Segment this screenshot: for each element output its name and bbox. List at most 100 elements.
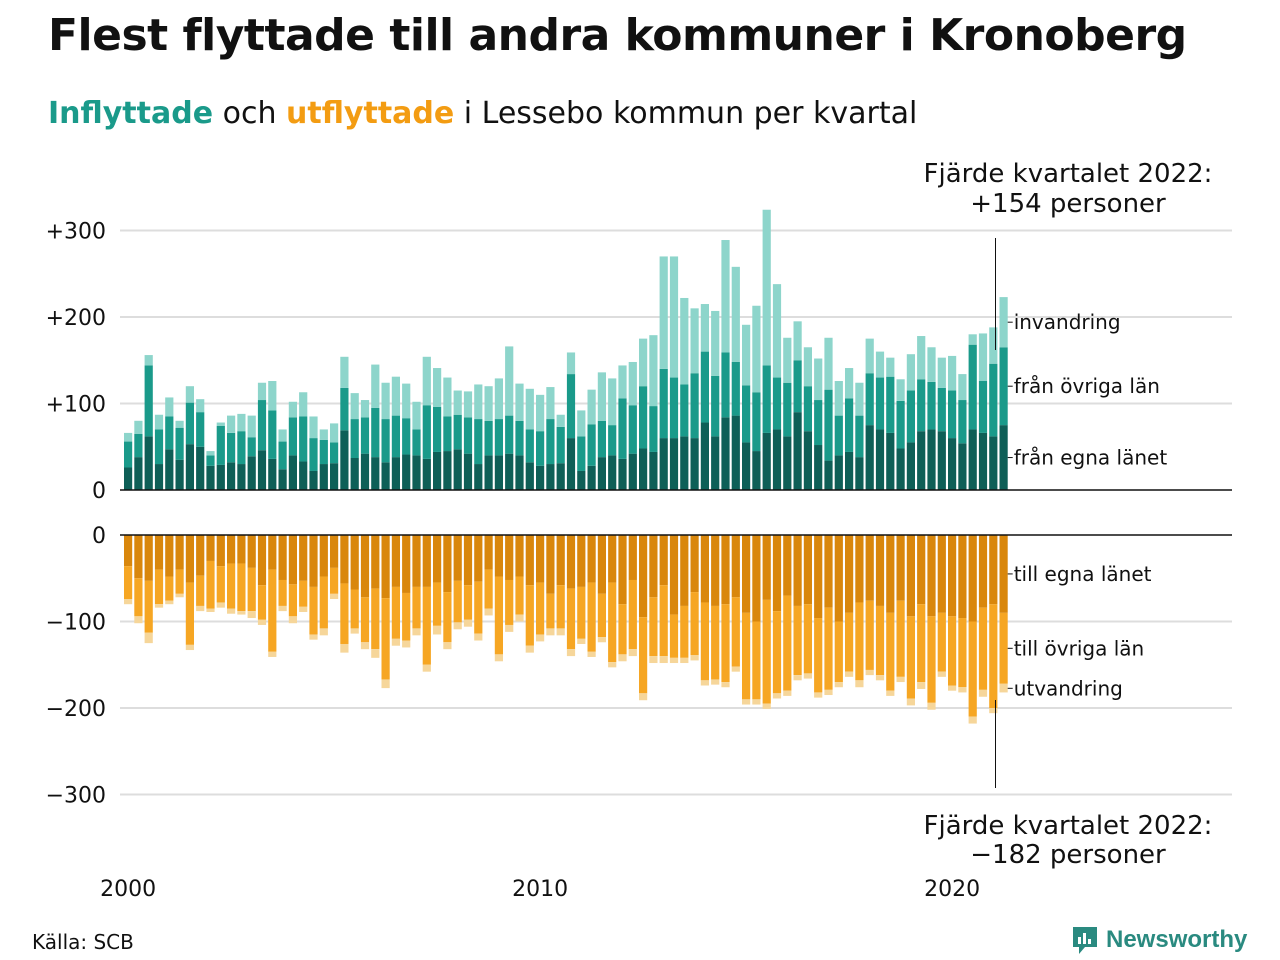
bar-inflow bbox=[917, 379, 926, 432]
bar-inflow bbox=[216, 464, 225, 490]
bar-inflow bbox=[319, 439, 328, 465]
bar-inflow bbox=[319, 464, 328, 490]
bar-outflow bbox=[680, 657, 689, 664]
bar-outflow bbox=[989, 535, 998, 605]
chart-title: Flest flyttade till andra kommuner i Kro… bbox=[48, 10, 1187, 61]
bar-outflow bbox=[659, 585, 668, 657]
bar-outflow bbox=[546, 593, 555, 629]
annotation-top-line1: Fjärde kvartalet 2022: bbox=[924, 159, 1213, 189]
bar-inflow bbox=[443, 416, 452, 452]
bar-outflow bbox=[268, 651, 277, 657]
bar-outflow bbox=[268, 535, 277, 570]
bar-inflow bbox=[772, 377, 782, 430]
bar-outflow bbox=[978, 607, 988, 690]
bar-outflow bbox=[350, 589, 359, 629]
bar-inflow bbox=[237, 413, 246, 432]
bar-inflow bbox=[237, 464, 246, 490]
bar-inflow bbox=[669, 438, 679, 490]
bar-outflow bbox=[978, 535, 988, 608]
bar-inflow bbox=[608, 425, 617, 456]
bar-inflow bbox=[196, 446, 205, 490]
bar-outflow bbox=[865, 600, 874, 670]
bar-outflow bbox=[968, 621, 977, 717]
bar-inflow bbox=[731, 415, 740, 490]
bar-inflow bbox=[968, 344, 977, 430]
bar-inflow bbox=[700, 351, 709, 423]
bar-outflow bbox=[855, 680, 864, 688]
bar-outflow bbox=[958, 618, 967, 688]
bar-inflow bbox=[546, 464, 555, 490]
bar-inflow bbox=[721, 417, 730, 490]
bar-inflow bbox=[453, 449, 462, 490]
bar-outflow bbox=[360, 597, 370, 643]
bar-inflow bbox=[412, 401, 421, 430]
bar-outflow bbox=[803, 604, 812, 674]
bar-outflow bbox=[639, 535, 648, 618]
bar-inflow bbox=[453, 390, 462, 415]
bar-inflow bbox=[175, 459, 184, 490]
axes: 2000 2010 2020 bbox=[100, 489, 1232, 902]
bar-inflow bbox=[556, 414, 565, 427]
bar-outflow bbox=[505, 535, 514, 580]
bar-outflow bbox=[968, 535, 977, 622]
bar-outflow bbox=[288, 616, 297, 624]
bar-outflow bbox=[639, 617, 648, 694]
bar-inflow bbox=[845, 398, 854, 452]
bar-outflow bbox=[824, 535, 833, 608]
bar-outflow bbox=[597, 593, 606, 638]
bar-inflow bbox=[494, 419, 503, 456]
bar-outflow bbox=[350, 535, 359, 590]
bar-outflow bbox=[278, 579, 287, 606]
bar-outflow bbox=[742, 535, 751, 613]
bar-outflow bbox=[917, 604, 926, 683]
bar-outflow bbox=[536, 535, 545, 583]
bar-outflow bbox=[154, 535, 164, 570]
bar-outflow bbox=[453, 580, 462, 623]
bar-inflow bbox=[752, 392, 761, 452]
bar-inflow bbox=[937, 357, 946, 388]
bar-inflow bbox=[608, 378, 617, 426]
bar-outflow bbox=[608, 582, 617, 663]
bar-inflow bbox=[669, 377, 679, 439]
bar-outflow bbox=[875, 535, 885, 606]
bar-inflow bbox=[752, 305, 761, 393]
bar-inflow bbox=[536, 465, 545, 490]
source-note: Källa: SCB bbox=[32, 930, 134, 954]
bar-inflow bbox=[185, 402, 194, 445]
bar-outflow bbox=[793, 675, 802, 681]
bar-inflow bbox=[834, 455, 843, 490]
bar-inflow bbox=[299, 416, 308, 462]
bar-inflow bbox=[824, 389, 833, 461]
bar-inflow bbox=[700, 422, 709, 490]
bar-inflow bbox=[814, 445, 823, 490]
bar-outflow bbox=[433, 582, 442, 626]
bar-inflow bbox=[597, 372, 606, 421]
bar-inflow bbox=[793, 321, 802, 361]
bar-inflow bbox=[783, 337, 792, 383]
bar-outflow bbox=[124, 535, 133, 567]
bar-outflow bbox=[628, 579, 637, 650]
bar-outflow bbox=[247, 567, 256, 612]
bar-outflow bbox=[948, 616, 957, 686]
bar-outflow bbox=[875, 675, 885, 681]
bar-inflow bbox=[659, 438, 668, 490]
bar-inflow bbox=[237, 431, 246, 465]
bar-outflow bbox=[216, 602, 225, 608]
bar-inflow bbox=[690, 373, 699, 439]
bar-inflow bbox=[587, 465, 596, 490]
bar-inflow bbox=[525, 462, 534, 490]
bar-inflow bbox=[948, 438, 957, 490]
bar-outflow bbox=[206, 535, 215, 561]
bar-inflow bbox=[793, 360, 802, 413]
bar-outflow bbox=[731, 666, 740, 672]
bar-inflow bbox=[433, 406, 442, 452]
annotation-bottom-line2: −182 personer bbox=[970, 840, 1166, 870]
bar-outflow bbox=[474, 633, 483, 641]
series-label-bottom: till övriga län bbox=[1014, 636, 1145, 660]
bar-inflow bbox=[968, 429, 977, 490]
bar-outflow bbox=[989, 604, 998, 708]
bar-inflow bbox=[639, 386, 648, 449]
bar-inflow bbox=[391, 457, 400, 490]
bar-outflow bbox=[814, 692, 823, 698]
